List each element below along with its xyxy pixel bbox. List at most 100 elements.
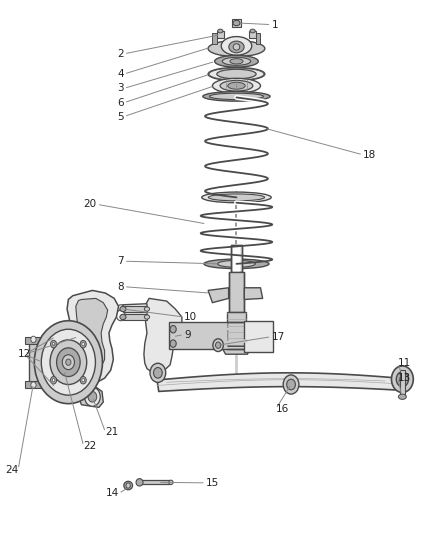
Bar [232,19,241,27]
Polygon shape [118,304,147,320]
Circle shape [62,355,74,369]
Ellipse shape [220,80,253,91]
Text: 22: 22 [84,441,97,451]
Ellipse shape [250,29,255,33]
Ellipse shape [58,337,69,387]
Ellipse shape [120,314,126,320]
Polygon shape [25,337,42,344]
Ellipse shape [229,41,244,53]
Bar [400,370,405,397]
Bar [38,356,64,368]
Text: 2: 2 [117,49,124,59]
Ellipse shape [230,59,243,64]
Ellipse shape [217,69,256,79]
Bar [38,369,62,375]
Circle shape [287,379,295,390]
Polygon shape [29,342,38,382]
Text: 13: 13 [398,373,411,383]
Bar [244,321,273,352]
Text: 4: 4 [117,69,124,79]
Ellipse shape [60,345,67,379]
Ellipse shape [170,326,176,333]
Polygon shape [208,288,229,303]
Ellipse shape [124,481,133,490]
Text: 11: 11 [398,358,411,368]
Ellipse shape [233,44,240,50]
Polygon shape [77,387,103,407]
Bar [217,31,224,38]
Text: 14: 14 [105,489,119,498]
Ellipse shape [126,483,131,488]
Ellipse shape [170,340,176,348]
Polygon shape [75,298,108,375]
Ellipse shape [399,394,406,399]
Text: 5: 5 [117,111,124,122]
Ellipse shape [145,307,150,311]
Polygon shape [221,346,252,354]
Ellipse shape [208,194,265,201]
Circle shape [80,376,86,384]
Bar [231,245,242,272]
Ellipse shape [145,315,150,319]
Text: 20: 20 [84,199,97,209]
Circle shape [88,391,97,402]
Circle shape [85,387,100,406]
Bar [227,312,246,346]
Ellipse shape [233,20,240,26]
Circle shape [150,364,166,382]
Bar [233,245,240,272]
Bar [256,33,261,44]
Text: 8: 8 [117,282,124,292]
Polygon shape [25,381,42,387]
Polygon shape [169,322,246,349]
Text: 7: 7 [117,256,124,266]
Circle shape [213,339,223,352]
Text: 16: 16 [276,404,289,414]
Circle shape [50,340,87,384]
Circle shape [50,376,57,384]
Ellipse shape [208,41,265,56]
Bar [249,31,256,38]
Ellipse shape [120,306,126,312]
Ellipse shape [202,192,271,203]
Circle shape [400,376,405,382]
Text: 24: 24 [5,465,18,474]
Ellipse shape [204,259,269,269]
Circle shape [117,310,125,321]
Ellipse shape [221,37,252,55]
Text: 1: 1 [272,20,278,30]
Circle shape [41,329,95,395]
Circle shape [82,343,85,346]
Polygon shape [67,290,119,383]
Circle shape [396,372,409,386]
Circle shape [52,378,55,382]
Circle shape [50,341,57,348]
Circle shape [80,341,86,348]
Circle shape [52,343,55,346]
Circle shape [392,366,413,392]
Circle shape [82,378,85,382]
Ellipse shape [228,82,245,89]
Text: 6: 6 [117,98,124,108]
Polygon shape [123,306,147,312]
Polygon shape [244,288,263,300]
Polygon shape [144,298,182,373]
Ellipse shape [218,29,223,33]
Circle shape [34,321,102,403]
Ellipse shape [212,78,261,93]
Ellipse shape [203,92,270,101]
Text: 9: 9 [184,329,191,340]
Text: 21: 21 [106,427,119,438]
Ellipse shape [222,58,251,65]
Circle shape [215,342,221,349]
Ellipse shape [136,479,143,486]
Circle shape [283,375,299,394]
Circle shape [57,348,80,376]
Circle shape [117,305,125,316]
Polygon shape [140,480,171,484]
Bar [229,272,244,312]
Ellipse shape [209,93,264,100]
Circle shape [153,368,162,378]
Circle shape [66,359,71,366]
Ellipse shape [208,67,265,80]
